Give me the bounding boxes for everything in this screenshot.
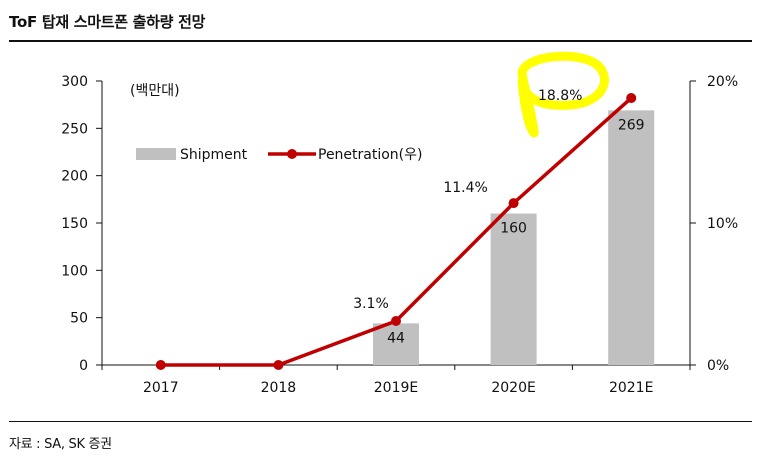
penetration-value-label: 11.4% — [443, 180, 487, 196]
legend-label-penetration: Penetration(우) — [318, 147, 423, 163]
chart-title: ToF 탑재 스마트폰 출하량 전망 — [9, 13, 206, 31]
x-tick-label: 2017 — [143, 380, 179, 396]
penetration-point-2019E — [391, 315, 401, 326]
left-tick-label: 200 — [61, 169, 88, 185]
bar-2020E — [490, 213, 537, 365]
left-tick-label: 250 — [61, 121, 88, 137]
bar-value-label: 44 — [387, 330, 405, 346]
left-tick-label: 100 — [61, 263, 88, 279]
bar-value-label: 269 — [618, 117, 645, 133]
left-tick-label: 0 — [79, 358, 88, 374]
bar-value-label: 160 — [500, 221, 527, 237]
legend-swatch-shipment — [136, 148, 176, 160]
penetration-point-2017 — [155, 360, 166, 370]
x-tick-label: 2018 — [261, 380, 297, 396]
bottom-rule — [9, 421, 752, 422]
highlight-circle — [517, 51, 609, 138]
legend-label-shipment: Shipment — [180, 147, 248, 163]
legend-swatch-marker — [287, 149, 297, 159]
right-tick-label: 10% — [707, 216, 738, 232]
bar-2021E — [608, 110, 655, 365]
right-tick-label: 0% — [707, 358, 729, 374]
bar-2019E — [373, 323, 419, 365]
left-tick-label: 50 — [70, 311, 88, 327]
penetration-value-label: 18.8% — [538, 88, 582, 104]
left-tick-label: 150 — [61, 216, 88, 232]
penetration-point-2021E — [626, 93, 637, 104]
x-tick-label: 2019E — [374, 380, 418, 396]
unit-label: (백만대) — [130, 83, 180, 99]
source-note: 자료 : SA, SK 증권 — [9, 437, 112, 452]
x-tick-label: 2021E — [609, 380, 653, 396]
penetration-value-label: 3.1% — [353, 296, 389, 312]
penetration-point-2020E — [508, 198, 519, 209]
right-tick-label: 20% — [707, 74, 738, 90]
top-rule — [9, 40, 752, 42]
left-tick-label: 300 — [61, 74, 88, 90]
penetration-point-2018 — [273, 360, 284, 370]
x-tick-label: 2020E — [491, 380, 535, 396]
